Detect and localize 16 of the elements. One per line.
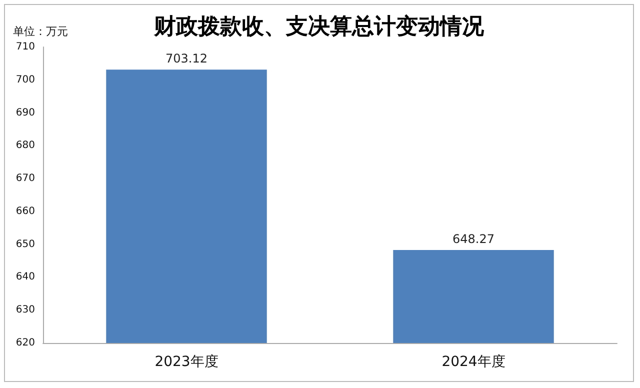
y-tick-label: 680 bbox=[16, 140, 35, 152]
y-tick-label: 630 bbox=[16, 304, 35, 316]
data-label: 648.27 bbox=[452, 232, 494, 246]
y-tick-label: 640 bbox=[16, 272, 35, 283]
y-tick-label: 710 bbox=[16, 42, 35, 52]
y-tick-label: 650 bbox=[16, 238, 35, 250]
y-tick-label: 660 bbox=[16, 206, 35, 217]
x-tick-label: 2024年度 bbox=[442, 354, 506, 370]
x-tick-label: 2023年度 bbox=[154, 354, 218, 370]
chart-title: 财政拨款收、支决算总计变动情况 bbox=[153, 14, 485, 40]
y-tick-label: 670 bbox=[16, 173, 35, 184]
data-label: 703.12 bbox=[166, 52, 208, 66]
y-tick-label: 700 bbox=[16, 74, 35, 86]
y-axis-title: 单位：万元 bbox=[13, 25, 68, 38]
y-tick-label: 690 bbox=[16, 107, 35, 118]
y-tick-label: 620 bbox=[16, 338, 35, 348]
